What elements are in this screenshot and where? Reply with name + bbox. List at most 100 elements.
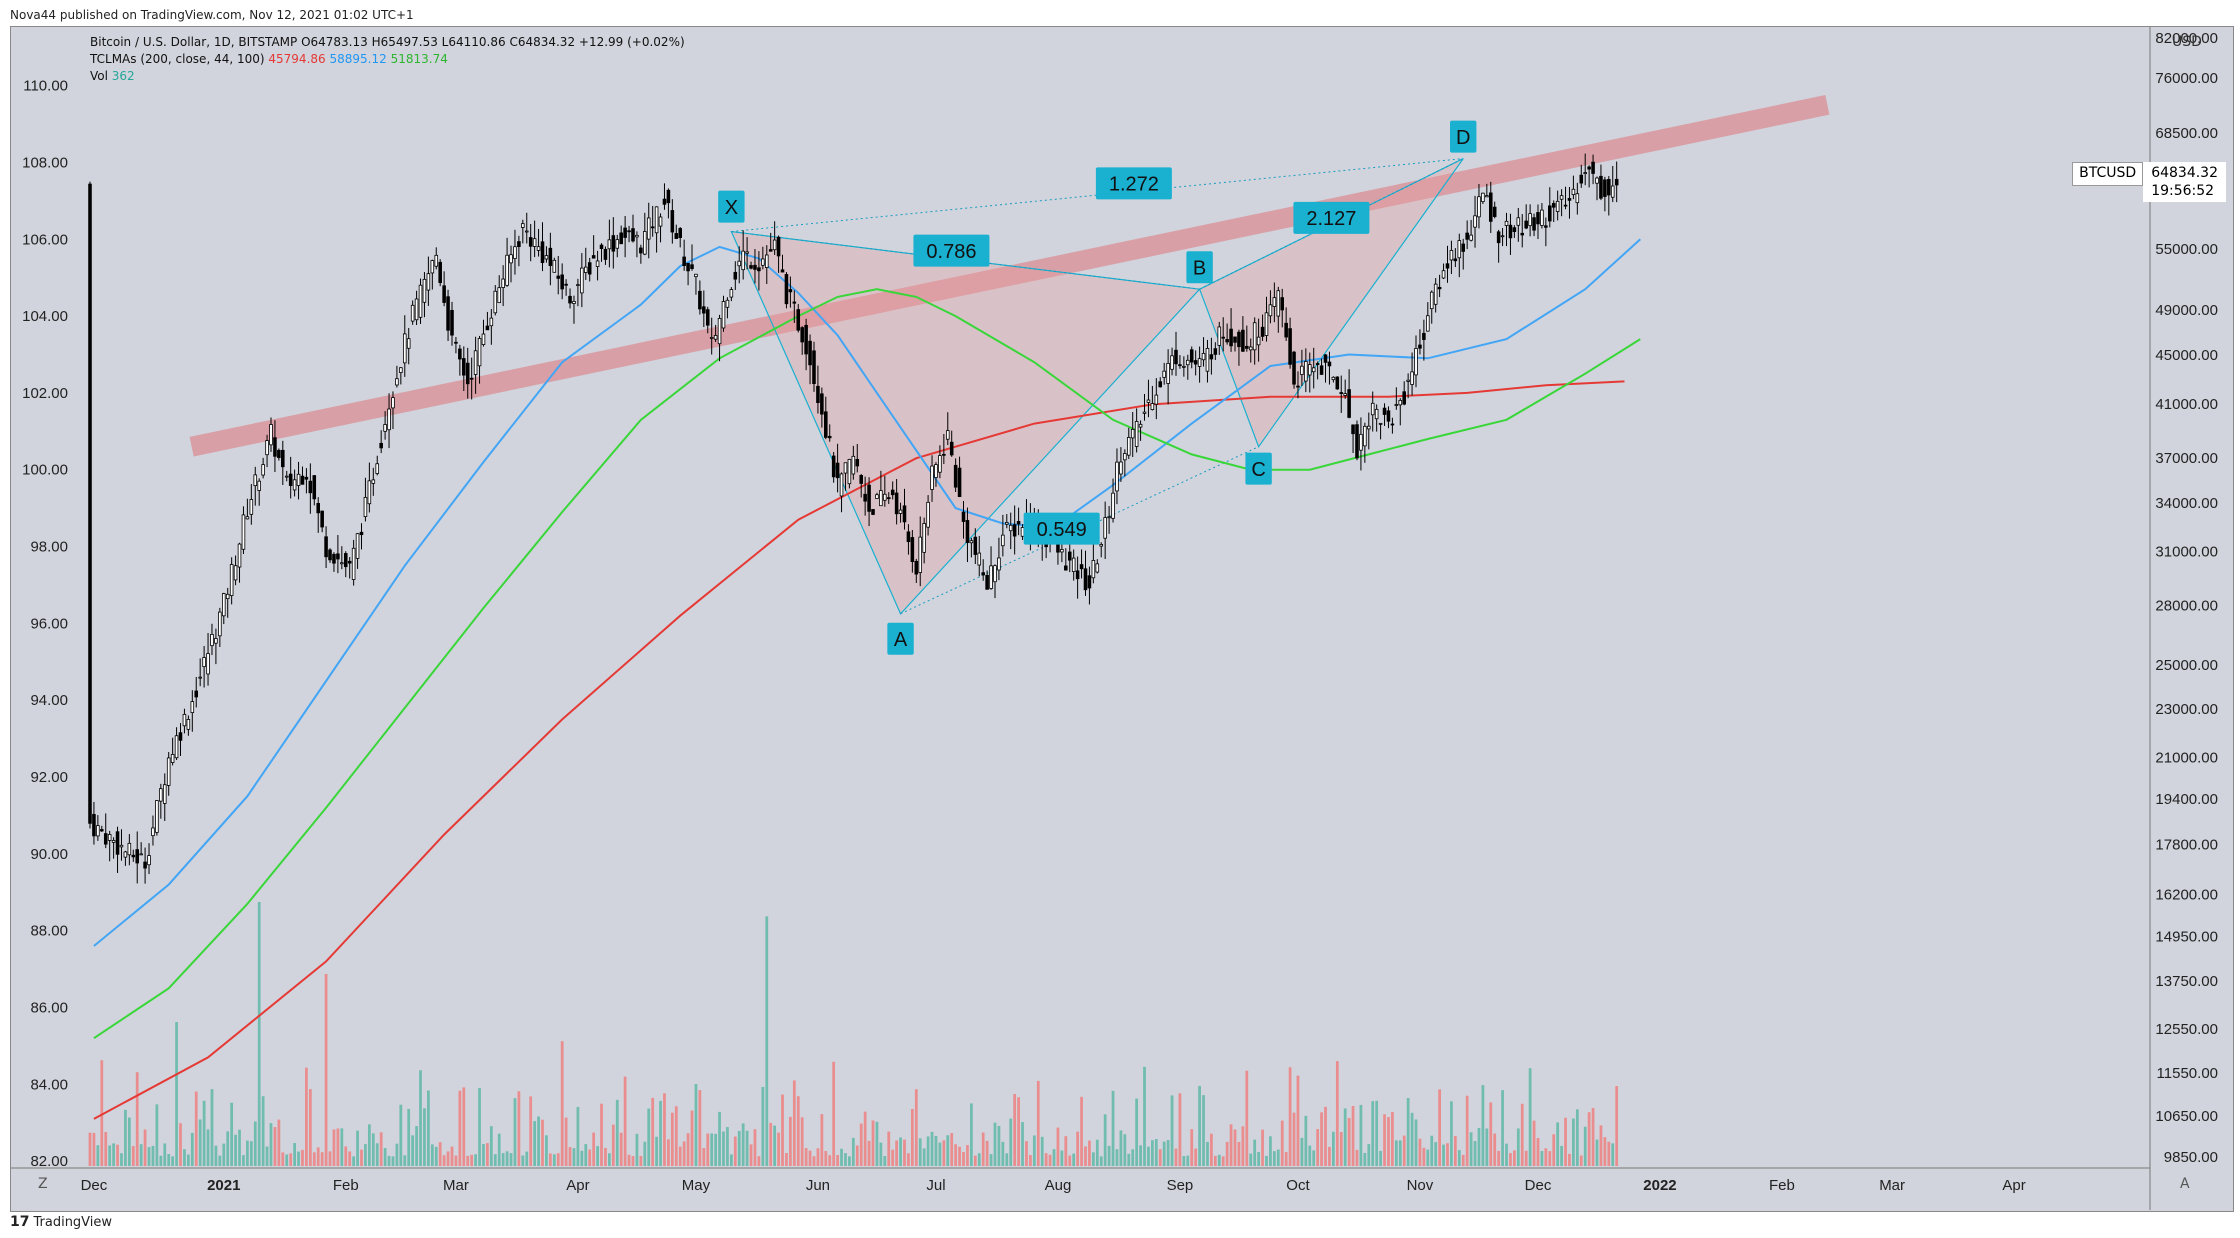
candle-body [1481,192,1485,203]
right-axis-tick: 34000.00 [2155,495,2218,512]
candle-body [658,216,663,227]
candle-body [839,473,844,497]
volume-bar [1139,1145,1142,1166]
volume-bar [1076,1131,1079,1166]
candle-body [1142,411,1147,414]
volume-bar [222,1143,226,1166]
candle-body [1339,392,1344,394]
left-axis-tick: 86.00 [30,999,68,1016]
candle-body [780,269,785,273]
candle-body [768,249,773,252]
volume-bar [635,1133,639,1166]
candle-body [902,505,907,523]
volume-bar [1544,1148,1548,1166]
candle-body [981,572,985,576]
volume-bar [1438,1089,1441,1166]
ma-line-ma44 [93,238,1641,947]
auto-scale-button[interactable]: A [2180,1176,2190,1192]
pattern-point-label-box [887,622,914,655]
candle-body [1115,461,1119,492]
candle-body [1260,326,1265,337]
volume-bar [1528,1068,1532,1166]
candle-body [1083,568,1088,591]
candle-body [1111,492,1115,519]
volume-bar [1009,1118,1013,1166]
candle-body [135,849,139,864]
volume-bar [1040,1136,1044,1166]
volume-bar [179,1123,182,1166]
volume-bar [1233,1129,1237,1166]
volume-bar [977,1153,981,1166]
x-axis-label: Dec [1525,1177,1552,1194]
volume-bar [600,1103,603,1166]
pattern-labels: X A B C D 1.272 0.786 2.127 0.549 [718,120,1477,655]
volume-bar [308,1089,312,1166]
footer: 17 TradingView [10,1214,112,1230]
volume-bar [863,1111,867,1166]
volume-bar [1186,1155,1190,1166]
volume-bar [1457,1150,1461,1166]
candle-body [233,565,238,581]
volume-bar [348,1151,352,1166]
candle-body [1154,394,1159,405]
left-axis-tick: 96.00 [30,615,68,632]
right-axis-tick: 12550.00 [2155,1021,2218,1038]
volume-bar [281,1152,285,1166]
candle-body [993,565,997,583]
right-axis-tick: 19400.00 [2155,791,2218,808]
candle-body [1162,370,1166,378]
volume-bar [1461,1154,1465,1166]
volume-bar [655,1136,658,1166]
candle-body [434,254,439,267]
volume-bar [718,1111,721,1166]
volume-bar [761,1086,765,1166]
candle-body [847,459,852,485]
left-axis-tick: 106.00 [22,231,68,248]
candle-body [1091,560,1096,579]
volume-bar [360,1149,363,1166]
candle-body [1197,358,1202,367]
zoom-reset-button[interactable]: Z [38,1176,48,1192]
candle-body [1001,534,1005,547]
candle-body [650,226,655,229]
volume-bar [647,1108,651,1166]
candle-body [965,520,970,543]
right-axis-tick: 31000.00 [2155,544,2218,561]
volume-bar [1575,1109,1579,1166]
volume-bar [851,1137,855,1166]
volume-bar [427,1090,430,1166]
volume-bar [1036,1080,1040,1166]
candle-body [1343,393,1347,396]
volume-bar [1253,1139,1257,1166]
candle-body [493,290,498,314]
candle-body [536,246,541,251]
candle-body [1134,421,1139,447]
candle-body [1367,425,1371,430]
candle-body [953,464,958,488]
candle-body [481,333,486,345]
volume-bar [1347,1118,1351,1166]
x-axis-label: Dec [81,1177,108,1194]
candle-body [1595,177,1599,184]
volume-bar [973,1155,977,1166]
volume-bar [1151,1140,1154,1166]
candle-body [607,239,612,250]
candle-body [674,233,679,239]
volume-bar [1127,1153,1131,1166]
volume-bar [1312,1150,1316,1166]
candle-body [1075,570,1080,580]
volume-bar [745,1130,749,1166]
candle-body [418,284,423,318]
volume-bar [411,1135,415,1166]
x-axis-label: May [682,1177,711,1194]
volume-bar [1442,1144,1445,1166]
candle-body [544,255,549,260]
volume-bar [1072,1153,1076,1166]
candle-body [690,264,694,270]
volume-bar [871,1120,875,1166]
volume-bar [1316,1129,1320,1166]
volume-bar [611,1124,615,1166]
volume-bar [1556,1122,1560,1166]
candle-body [1280,297,1285,311]
